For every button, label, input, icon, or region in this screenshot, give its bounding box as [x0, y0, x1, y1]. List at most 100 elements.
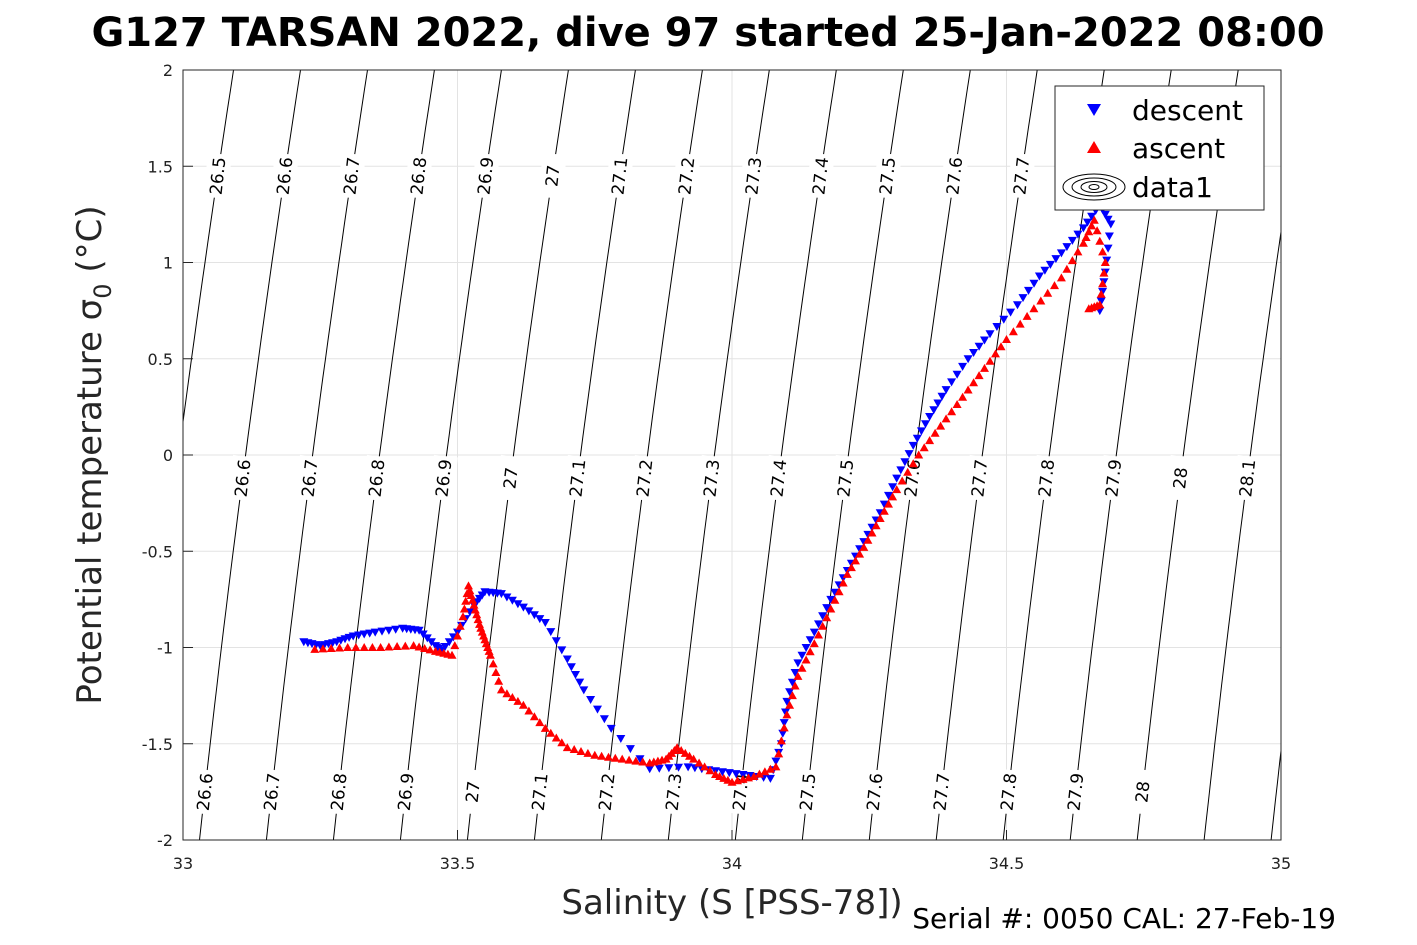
- descent-point: [969, 349, 979, 357]
- descent-point: [496, 590, 506, 599]
- isopycnal-line: [199, 70, 301, 840]
- ascent-point: [952, 400, 962, 408]
- ascent-point: [925, 436, 935, 445]
- ascent-point: [1098, 279, 1108, 288]
- descent-point: [822, 604, 832, 613]
- y-tick-label: -1: [157, 639, 173, 658]
- ascent-point: [617, 754, 627, 763]
- ascent-point: [473, 615, 483, 624]
- descent-point: [664, 764, 674, 773]
- ascent-point: [318, 644, 328, 653]
- isopycnal-line: [868, 70, 971, 840]
- descent-point: [586, 696, 596, 704]
- ascent-point: [700, 762, 710, 771]
- isopycnal-label-bg: [939, 152, 969, 200]
- legend-descent-marker: [1087, 104, 1101, 116]
- ascent-point: [842, 569, 852, 578]
- descent-point: [1073, 230, 1083, 239]
- isopycnal-label-bg: [860, 768, 889, 816]
- descent-point: [359, 630, 369, 639]
- descent-point: [1045, 260, 1055, 269]
- ascent-point: [974, 371, 984, 380]
- descent-point: [365, 629, 375, 638]
- descent-point: [1006, 308, 1016, 317]
- descent-point: [765, 774, 775, 783]
- ascent-point: [569, 745, 579, 753]
- descent-point: [916, 427, 926, 436]
- ascent-point: [1099, 268, 1109, 277]
- descent-point: [566, 663, 576, 672]
- ascent-point: [464, 581, 473, 590]
- ascent-point: [958, 392, 968, 401]
- isopycnal-label-bg: [203, 152, 232, 200]
- isopycnal-label: 27: [500, 466, 522, 490]
- descent-point: [606, 724, 616, 733]
- x-axis-label: Salinity (S [PSS-78]): [561, 883, 902, 923]
- ascent-point: [814, 630, 823, 639]
- legend-ascent-label: ascent: [1132, 132, 1225, 165]
- descent-point: [1062, 243, 1072, 252]
- descent-point: [781, 708, 790, 717]
- isopycnal-label: 27.4: [809, 156, 833, 196]
- isopycnal-line: [399, 70, 502, 840]
- ascent-point: [513, 696, 523, 705]
- y-axis-label-subscript: 0: [89, 283, 117, 298]
- x-tick-label: 33.5: [440, 854, 476, 873]
- descent-point: [779, 719, 789, 728]
- serial-cal-footer: Serial #: 0050 CAL: 27-Feb-19: [912, 902, 1336, 935]
- descent-point: [947, 378, 957, 387]
- ascent-point: [310, 644, 320, 653]
- isopycnal-label-bg: [404, 152, 433, 200]
- isopycnal-label: 28: [1132, 780, 1154, 804]
- ascent-point: [980, 363, 989, 372]
- isopycnal-label-bg: [630, 454, 659, 502]
- isopycnal-line: [265, 70, 368, 840]
- descent-point: [616, 735, 626, 743]
- isopycnal-label-bg: [458, 768, 487, 816]
- isopycnal-label: 26.8: [328, 772, 352, 812]
- descent-point: [1103, 215, 1113, 224]
- y-tick-label: 1: [163, 254, 173, 273]
- isopycnal-label: 27: [463, 780, 485, 804]
- descent-point: [1087, 212, 1097, 221]
- y-axis-ticks: 2 1.5 1 0.5 0 -0.5 -1 -1.5 -2: [142, 61, 193, 850]
- isopycnal-line: [332, 70, 435, 840]
- descent-point: [980, 336, 989, 345]
- ascent-point: [884, 499, 893, 508]
- ascent-point: [535, 718, 545, 727]
- descent-point: [724, 769, 734, 778]
- legend-data1-label: data1: [1132, 171, 1213, 204]
- descent-point: [793, 659, 803, 668]
- ascent-point: [1043, 288, 1053, 297]
- descent-point: [1067, 236, 1077, 245]
- descent-point: [778, 729, 788, 738]
- isopycnal-label: 27.2: [633, 458, 657, 498]
- ascent-point: [1098, 247, 1108, 256]
- ascent-point: [818, 621, 828, 630]
- ascent-point: [1084, 304, 1094, 313]
- isopycnal-label: 27.5: [834, 458, 858, 498]
- isopycnal-label: 26.9: [433, 458, 457, 498]
- descent-point: [384, 626, 394, 635]
- isopycnal-label: 27.2: [596, 772, 620, 812]
- ascent-point: [969, 378, 979, 387]
- ascent-point: [494, 676, 504, 685]
- ascent-point: [760, 767, 770, 776]
- isopycnal-label-bg: [362, 454, 391, 502]
- descent-point: [1104, 232, 1114, 241]
- descent-point: [524, 607, 534, 616]
- descent-point: [790, 669, 800, 677]
- descent-point: [912, 434, 922, 443]
- isopycnal-label: 27.3: [663, 772, 687, 812]
- descent-point: [1056, 249, 1066, 258]
- isopycnal-label-bg: [1061, 768, 1090, 816]
- isopycnal-label-bg: [605, 152, 634, 200]
- legend-data1-marker: [1062, 173, 1126, 201]
- descent-point: [896, 466, 906, 475]
- ascent-point: [685, 751, 694, 760]
- descent-point: [645, 765, 655, 774]
- ascent-point: [597, 751, 607, 760]
- isopycnal-label: 26.8: [407, 156, 431, 196]
- descent-point: [985, 330, 995, 339]
- isopycnal-label-bg: [496, 454, 525, 502]
